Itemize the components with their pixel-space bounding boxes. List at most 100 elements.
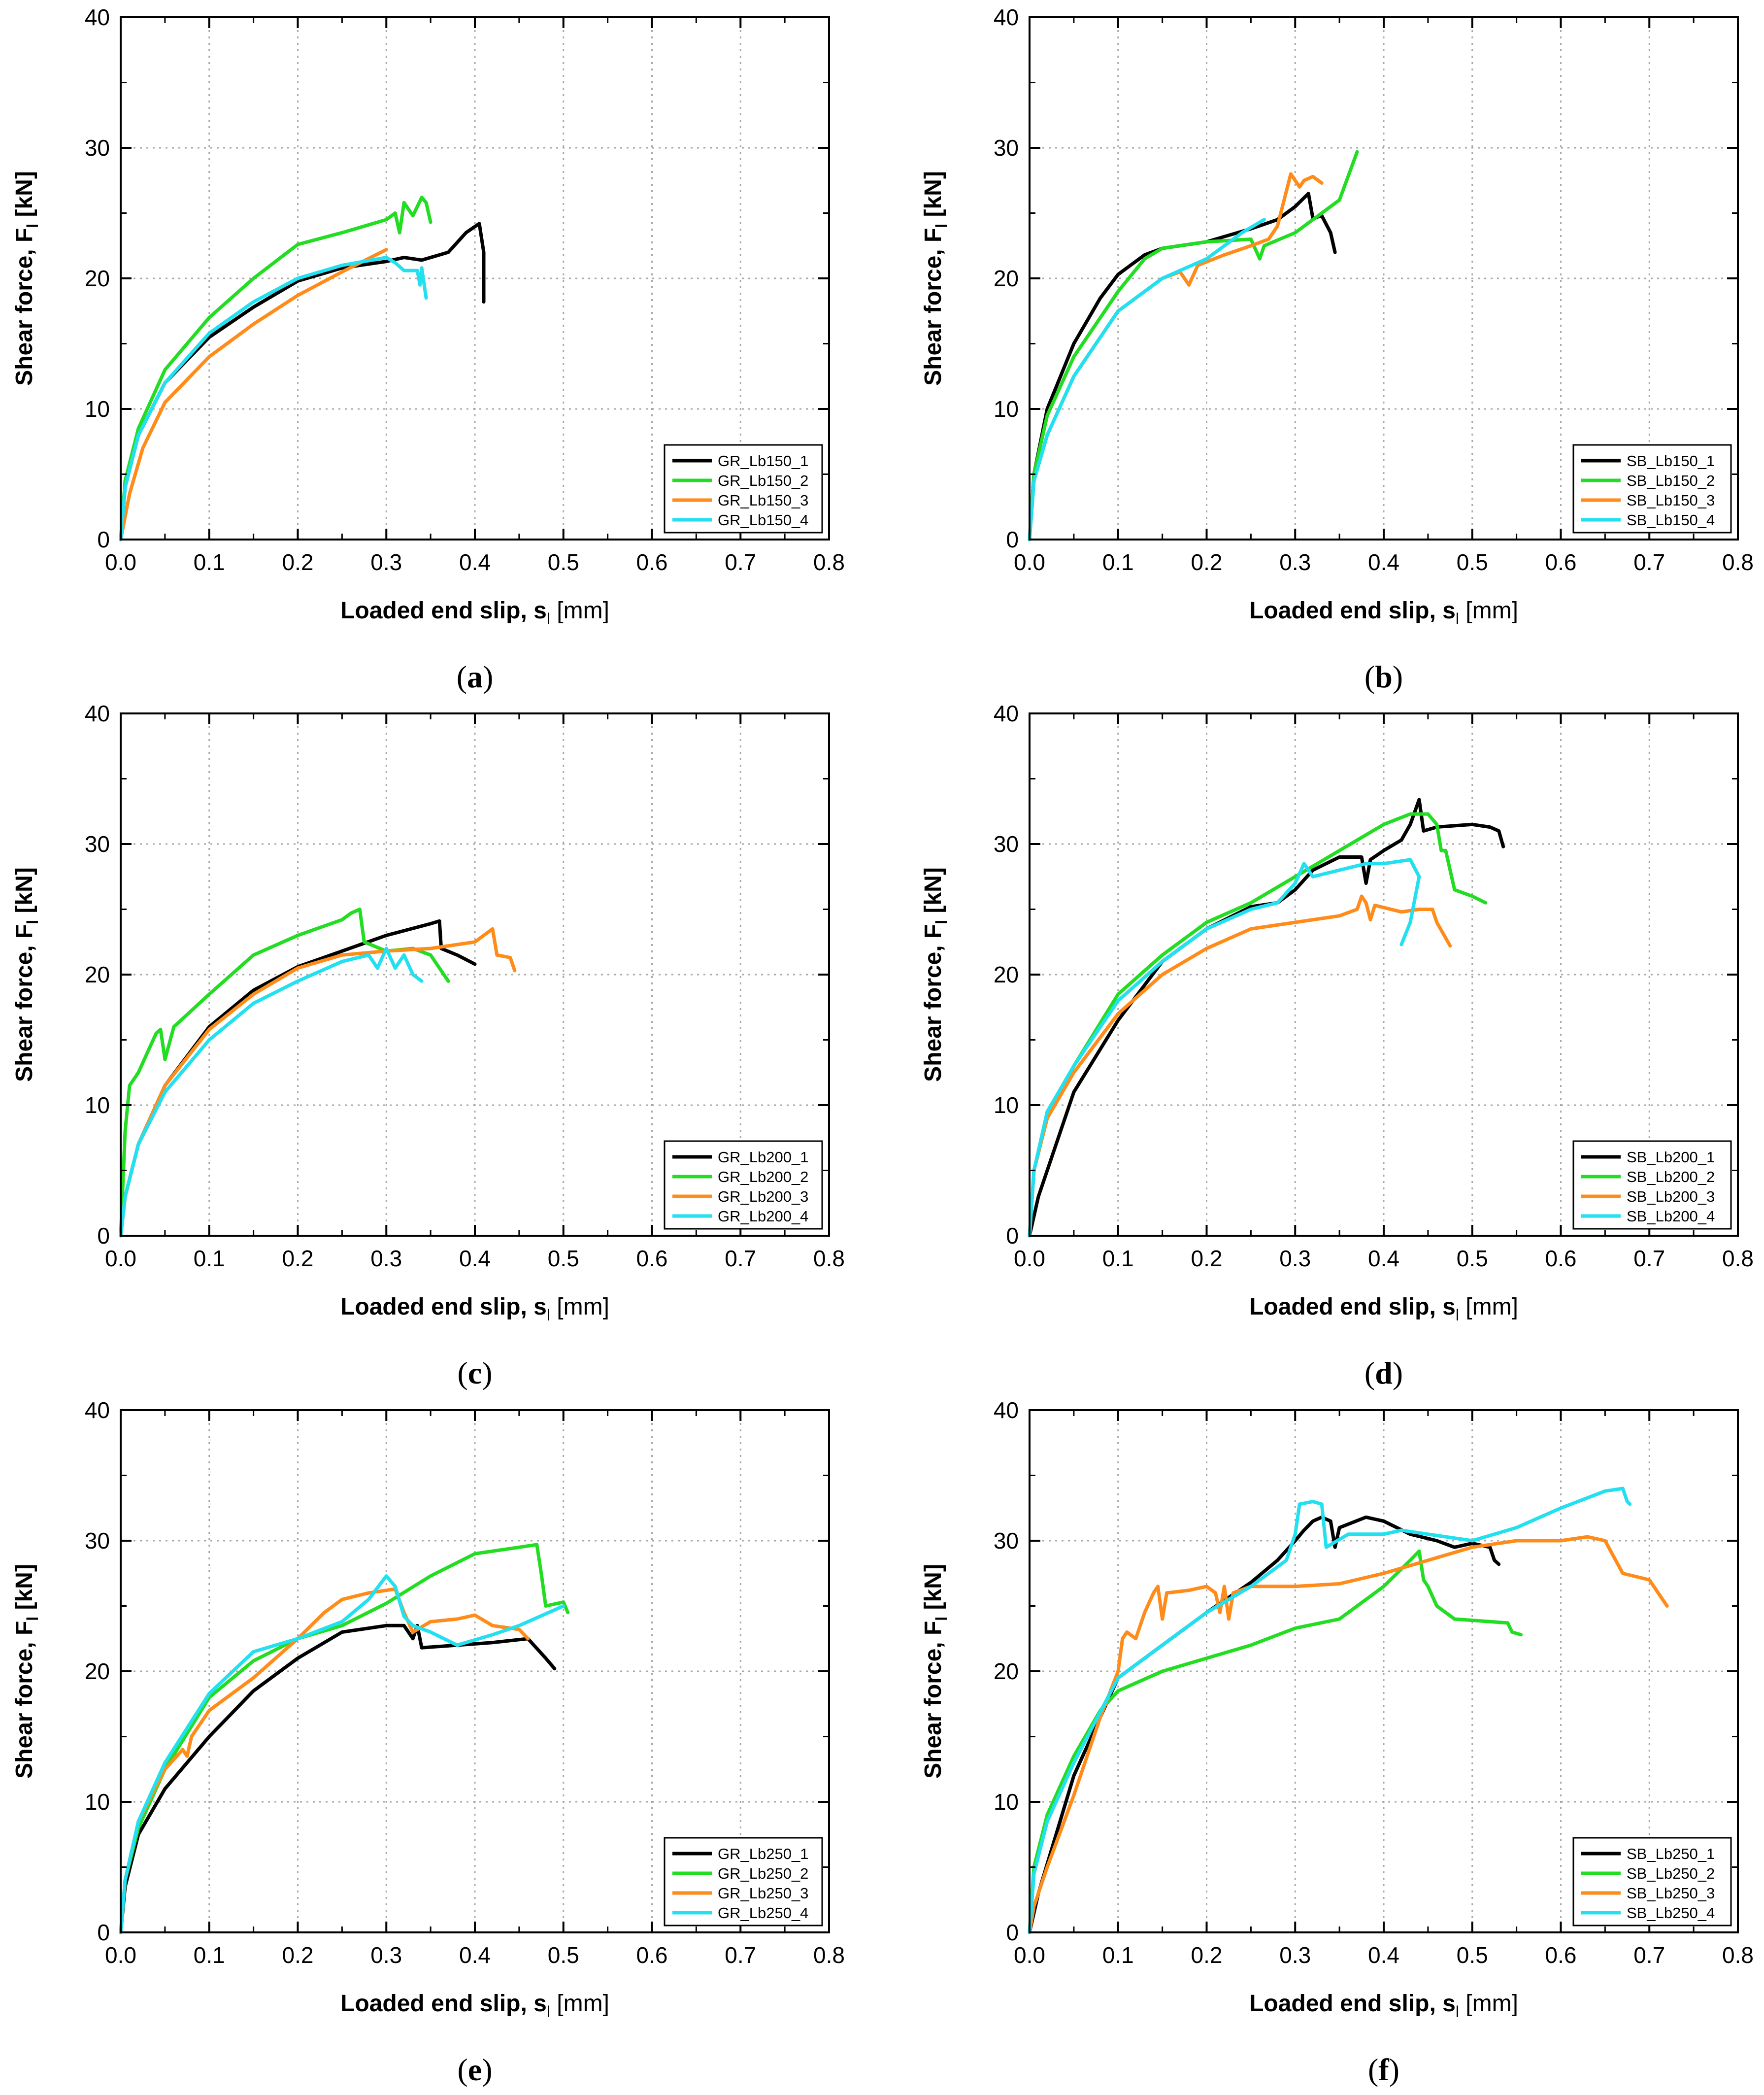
legend: GR_Lb150_1 GR_Lb150_2 GR_Lb150_3 GR_Lb150_4 <box>664 444 823 534</box>
legend-label: SB_Lb150_1 <box>1627 452 1715 470</box>
x-tick-label: 0.7 <box>725 1942 756 1968</box>
x-tick-label: 0.2 <box>1191 1942 1223 1968</box>
x-tick-label: 0.7 <box>725 1246 756 1271</box>
panel-label: (e) <box>457 2052 492 2087</box>
legend-label: SB_Lb200_3 <box>1627 1188 1715 1205</box>
series-line <box>119 222 486 541</box>
x-tick-label: 0.4 <box>1368 549 1399 575</box>
x-axis-title: Loaded end slip, sl [mm] <box>1249 1991 1518 2021</box>
y-tick-label: 0 <box>1006 1223 1019 1249</box>
series-line <box>1028 150 1359 541</box>
legend-label: GR_Lb200_2 <box>718 1168 808 1185</box>
x-tick-label: 0.3 <box>1279 1942 1311 1968</box>
legend-label: SB_Lb250_2 <box>1627 1865 1715 1882</box>
legend: GR_Lb200_1 GR_Lb200_2 GR_Lb200_3 GR_Lb200_4 <box>664 1140 823 1230</box>
x-tick-label: 0.7 <box>1633 1942 1665 1968</box>
legend: SB_Lb200_1 SB_Lb200_2 SB_Lb200_3 SB_Lb200_4 <box>1572 1140 1732 1230</box>
x-tick-label: 0.1 <box>194 1246 225 1271</box>
chart-panel: 0.0 0.1 0.2 0.3 0.4 0.5 0.6 0.7 0.8 0 10 20 30 40 Load… <box>11 701 845 1390</box>
y-tick-label: 20 <box>994 266 1019 291</box>
panel-label: (c) <box>457 1355 492 1390</box>
x-tick-label: 0.2 <box>282 549 314 575</box>
x-tick-label: 0.0 <box>1014 1246 1045 1271</box>
x-tick-label: 0.7 <box>1633 549 1665 575</box>
y-axis-title: Shear force, Fl [kN] <box>920 171 950 386</box>
x-axis-title: Loaded end slip, sl [mm] <box>340 1991 609 2021</box>
y-tick-label: 20 <box>994 1658 1019 1684</box>
legend-label: SB_Lb250_3 <box>1627 1885 1715 1902</box>
series-line <box>119 1623 557 1934</box>
x-axis-title: Loaded end slip, sl [mm] <box>1249 598 1518 628</box>
legend: SB_Lb150_1 SB_Lb150_2 SB_Lb150_3 SB_Lb150_4 <box>1572 444 1732 534</box>
x-tick-label: 0.4 <box>459 549 491 575</box>
series-line <box>119 248 388 541</box>
legend-label: SB_Lb250_1 <box>1627 1845 1715 1862</box>
series-line <box>119 196 433 541</box>
y-tick-label: 0 <box>97 527 110 552</box>
series-line <box>119 1587 530 1934</box>
y-axis-title: Shear force, Fl [kN] <box>920 867 950 1082</box>
y-tick-label: 40 <box>85 1397 110 1423</box>
y-tick-label: 40 <box>994 701 1019 726</box>
x-tick-label: 0.6 <box>636 1246 668 1271</box>
legend: GR_Lb250_1 GR_Lb250_2 GR_Lb250_3 GR_Lb250_4 <box>664 1837 823 1926</box>
legend-label: GR_Lb250_2 <box>718 1865 808 1882</box>
x-tick-label: 0.1 <box>1102 549 1134 575</box>
x-tick-label: 0.8 <box>813 1246 845 1271</box>
x-tick-label: 0.4 <box>1368 1942 1399 1968</box>
panel-label: (a) <box>457 659 494 694</box>
series-line <box>119 1543 570 1934</box>
legend-label: GR_Lb250_3 <box>718 1885 808 1902</box>
x-axis-title: Loaded end slip, sl [mm] <box>1249 1294 1518 1324</box>
series-line <box>1028 798 1505 1238</box>
y-axis-title: Shear force, Fl [kN] <box>11 1564 41 1779</box>
series-line <box>119 908 450 1238</box>
y-tick-label: 10 <box>994 1789 1019 1815</box>
x-tick-label: 0.2 <box>1191 549 1223 575</box>
legend-label: SB_Lb250_4 <box>1627 1904 1715 1922</box>
y-tick-label: 30 <box>85 135 110 161</box>
y-tick-label: 0 <box>97 1223 110 1249</box>
x-tick-label: 0.5 <box>1457 549 1488 575</box>
y-tick-label: 20 <box>85 1658 110 1684</box>
x-tick-label: 0.6 <box>636 549 668 575</box>
legend-label: SB_Lb200_2 <box>1627 1168 1715 1185</box>
y-tick-label: 20 <box>994 962 1019 987</box>
x-tick-label: 0.2 <box>1191 1246 1223 1271</box>
x-tick-label: 0.5 <box>548 549 579 575</box>
x-tick-label: 0.3 <box>370 1246 402 1271</box>
y-tick-label: 10 <box>85 396 110 422</box>
series-line <box>1028 858 1421 1238</box>
x-axis-title: Loaded end slip, sl [mm] <box>340 1294 609 1324</box>
x-tick-label: 0.6 <box>1545 1246 1577 1271</box>
y-tick-label: 0 <box>1006 527 1019 552</box>
series-line <box>1028 218 1266 541</box>
series-line <box>1028 1515 1501 1934</box>
y-tick-label: 10 <box>994 396 1019 422</box>
chart-panel: 0.0 0.1 0.2 0.3 0.4 0.5 0.6 0.7 0.8 0 10 20 30 40 Load… <box>920 701 1754 1390</box>
panel-label: (d) <box>1365 1355 1403 1390</box>
y-tick-label: 40 <box>85 4 110 30</box>
x-tick-label: 0.6 <box>636 1942 668 1968</box>
legend-label: GR_Lb150_3 <box>718 492 808 509</box>
legend-label: GR_Lb250_4 <box>718 1904 808 1922</box>
x-tick-label: 0.1 <box>1102 1246 1134 1271</box>
legend-label: GR_Lb150_1 <box>718 452 808 470</box>
series-line <box>1028 1535 1669 1934</box>
x-tick-label: 0.0 <box>105 1942 136 1968</box>
x-tick-label: 0.2 <box>282 1942 314 1968</box>
panel-label: (b) <box>1365 659 1403 694</box>
legend-label: SB_Lb150_4 <box>1627 511 1715 529</box>
y-axis-title: Shear force, Fl [kN] <box>11 867 41 1082</box>
x-tick-label: 0.2 <box>282 1246 314 1271</box>
y-tick-label: 30 <box>994 1528 1019 1554</box>
x-tick-label: 0.6 <box>1545 549 1577 575</box>
y-tick-label: 20 <box>85 266 110 291</box>
legend-label: GR_Lb150_4 <box>718 511 808 529</box>
x-tick-label: 0.3 <box>370 1942 402 1968</box>
x-tick-label: 0.5 <box>548 1246 579 1271</box>
legend-label: GR_Lb200_3 <box>718 1188 808 1205</box>
y-tick-label: 20 <box>85 962 110 987</box>
